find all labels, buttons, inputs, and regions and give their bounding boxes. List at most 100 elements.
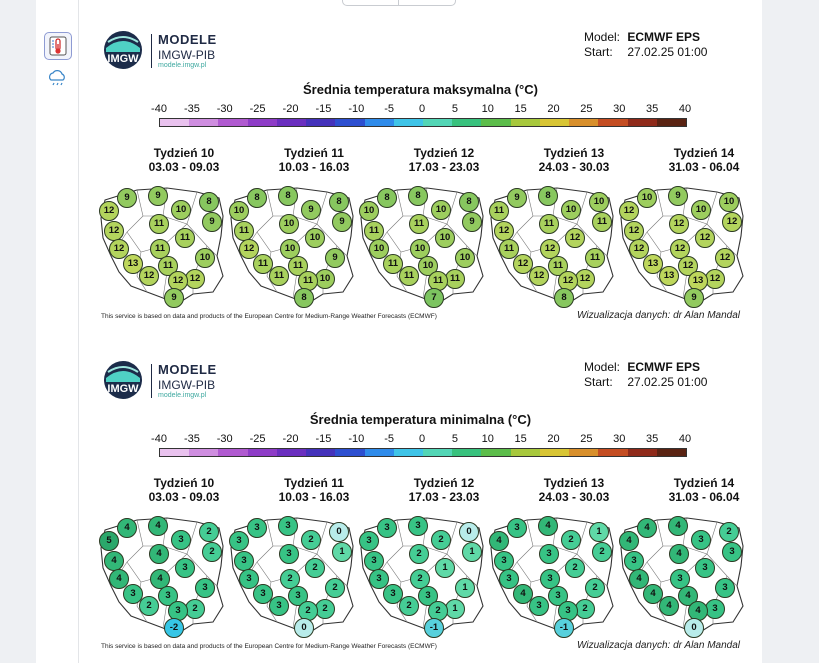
week-range: 31.03 - 06.04 bbox=[668, 160, 740, 174]
scale-label: -35 bbox=[183, 103, 200, 115]
scale-segment bbox=[393, 119, 423, 126]
station-marker: 3 bbox=[279, 544, 299, 564]
station-marker: 9 bbox=[202, 212, 222, 232]
station-marker: 0 bbox=[459, 522, 479, 542]
scale-label: 0 bbox=[418, 433, 426, 445]
scale-label: 10 bbox=[481, 103, 494, 115]
station-marker: 1 bbox=[435, 558, 455, 578]
station-marker: 3 bbox=[507, 518, 527, 538]
model-label: Model: bbox=[584, 360, 621, 374]
week-range: 03.03 - 09.03 bbox=[148, 160, 220, 174]
scale-segment bbox=[569, 119, 599, 126]
scale-labels: -40 -35 -30 -25 -20 -15 -10 -5 0 5 10 15 20 25 30 35 40 bbox=[151, 433, 691, 447]
station-marker: 2 bbox=[585, 578, 605, 598]
ecmwf-attribution: This service is based on data and produc… bbox=[101, 643, 437, 650]
start-line: Start: 27.02.25 01:00 bbox=[584, 45, 707, 59]
scale-segment bbox=[335, 449, 365, 456]
scale-segment bbox=[306, 449, 336, 456]
station-marker: 13 bbox=[659, 266, 679, 286]
top-button-group[interactable] bbox=[342, 0, 456, 6]
station-marker: 2 bbox=[719, 522, 739, 542]
station-marker: 8 bbox=[554, 288, 574, 308]
week-heading: Tydzień 12 17.03 - 23.03 bbox=[381, 476, 507, 504]
station-marker: 3 bbox=[168, 601, 188, 621]
logo-divider bbox=[151, 364, 152, 398]
logo-divider bbox=[151, 34, 152, 68]
scale-label: -25 bbox=[249, 433, 266, 445]
week-range: 24.03 - 30.03 bbox=[538, 160, 610, 174]
station-marker: 12 bbox=[722, 212, 742, 232]
station-marker: 10 bbox=[171, 200, 191, 220]
scale-label: -5 bbox=[384, 103, 394, 115]
week-heading: Tydzień 11 10.03 - 16.03 bbox=[251, 146, 377, 174]
logo-mark-text: IMGW bbox=[107, 53, 139, 65]
station-marker: 3 bbox=[624, 551, 644, 571]
station-marker: 12 bbox=[99, 201, 119, 221]
poland-map: 8 8 8 10 10 9 11 11 10 10 10 10 11 10 11 11 11 7 bbox=[357, 176, 489, 308]
station-marker: 11 bbox=[409, 214, 429, 234]
scale-label: 15 bbox=[514, 103, 527, 115]
station-marker: 3 bbox=[171, 530, 191, 550]
scale-segment bbox=[539, 449, 570, 456]
sidebar-item-precipitation[interactable] bbox=[44, 66, 70, 92]
station-marker: 3 bbox=[359, 531, 379, 551]
station-marker: 11 bbox=[234, 221, 254, 241]
station-marker: 4 bbox=[643, 584, 663, 604]
station-marker: 3 bbox=[408, 516, 428, 536]
scale-segment bbox=[481, 449, 511, 456]
start-line: Start: 27.02.25 01:00 bbox=[584, 375, 707, 389]
scale-label: 5 bbox=[451, 103, 458, 115]
model-line: Model: ECMWF EPS bbox=[584, 360, 700, 374]
station-marker: 9 bbox=[684, 288, 704, 308]
start-value: 27.02.25 01:00 bbox=[627, 375, 708, 389]
station-marker: 2 bbox=[305, 558, 325, 578]
station-marker: 12 bbox=[529, 266, 549, 286]
station-marker: 3 bbox=[670, 569, 690, 589]
scale-label: 40 bbox=[678, 433, 692, 445]
station-marker: 3 bbox=[705, 599, 725, 619]
week-heading: Tydzień 10 03.03 - 09.03 bbox=[121, 146, 247, 174]
scale-label: -40 bbox=[151, 103, 167, 115]
station-marker: 10 bbox=[280, 239, 300, 259]
poland-map: 8 8 8 10 9 9 11 10 10 12 10 9 11 11 10 11 11 8 bbox=[227, 176, 359, 308]
sidebar-item-temperature[interactable] bbox=[44, 32, 72, 60]
station-marker: 3 bbox=[715, 578, 735, 598]
scale-label: 20 bbox=[547, 103, 560, 115]
station-marker: 1 bbox=[589, 522, 609, 542]
station-marker: 2 bbox=[202, 542, 222, 562]
station-marker: 10 bbox=[691, 200, 711, 220]
station-marker: 3 bbox=[234, 551, 254, 571]
imgw-logo: IMGW bbox=[103, 30, 243, 76]
station-marker: 3 bbox=[499, 569, 519, 589]
scale-segment bbox=[569, 449, 599, 456]
color-scale-bar bbox=[159, 448, 687, 457]
scale-segment bbox=[598, 449, 628, 456]
station-marker: 10 bbox=[410, 239, 430, 259]
week-name: Tydzień 11 bbox=[284, 476, 344, 490]
poland-map: 4 4 2 5 3 2 4 4 3 4 4 3 3 3 2 2 3 -2 bbox=[97, 506, 229, 638]
scale-label: -20 bbox=[282, 433, 299, 445]
station-marker: 4 bbox=[668, 516, 688, 536]
station-marker: 3 bbox=[195, 578, 215, 598]
station-marker: 10 bbox=[369, 239, 389, 259]
station-marker: 12 bbox=[239, 239, 259, 259]
station-marker: 11 bbox=[399, 266, 419, 286]
station-marker: 0 bbox=[684, 618, 704, 638]
scale-label: 15 bbox=[514, 433, 527, 445]
station-marker: 3 bbox=[722, 542, 742, 562]
station-marker: 2 bbox=[139, 596, 159, 616]
station-marker: 12 bbox=[619, 201, 639, 221]
station-marker: 9 bbox=[332, 212, 352, 232]
station-marker: 10 bbox=[719, 192, 739, 212]
station-marker: 4 bbox=[538, 516, 558, 536]
station-marker: 8 bbox=[278, 186, 298, 206]
week-range: 17.03 - 23.03 bbox=[408, 160, 480, 174]
station-marker: 4 bbox=[669, 544, 689, 564]
station-marker: 3 bbox=[269, 596, 289, 616]
station-marker: 11 bbox=[364, 221, 384, 241]
rain-cloud-icon bbox=[49, 70, 65, 86]
station-marker: 2 bbox=[592, 542, 612, 562]
scale-segment bbox=[656, 449, 686, 456]
sidebar bbox=[36, 0, 79, 663]
